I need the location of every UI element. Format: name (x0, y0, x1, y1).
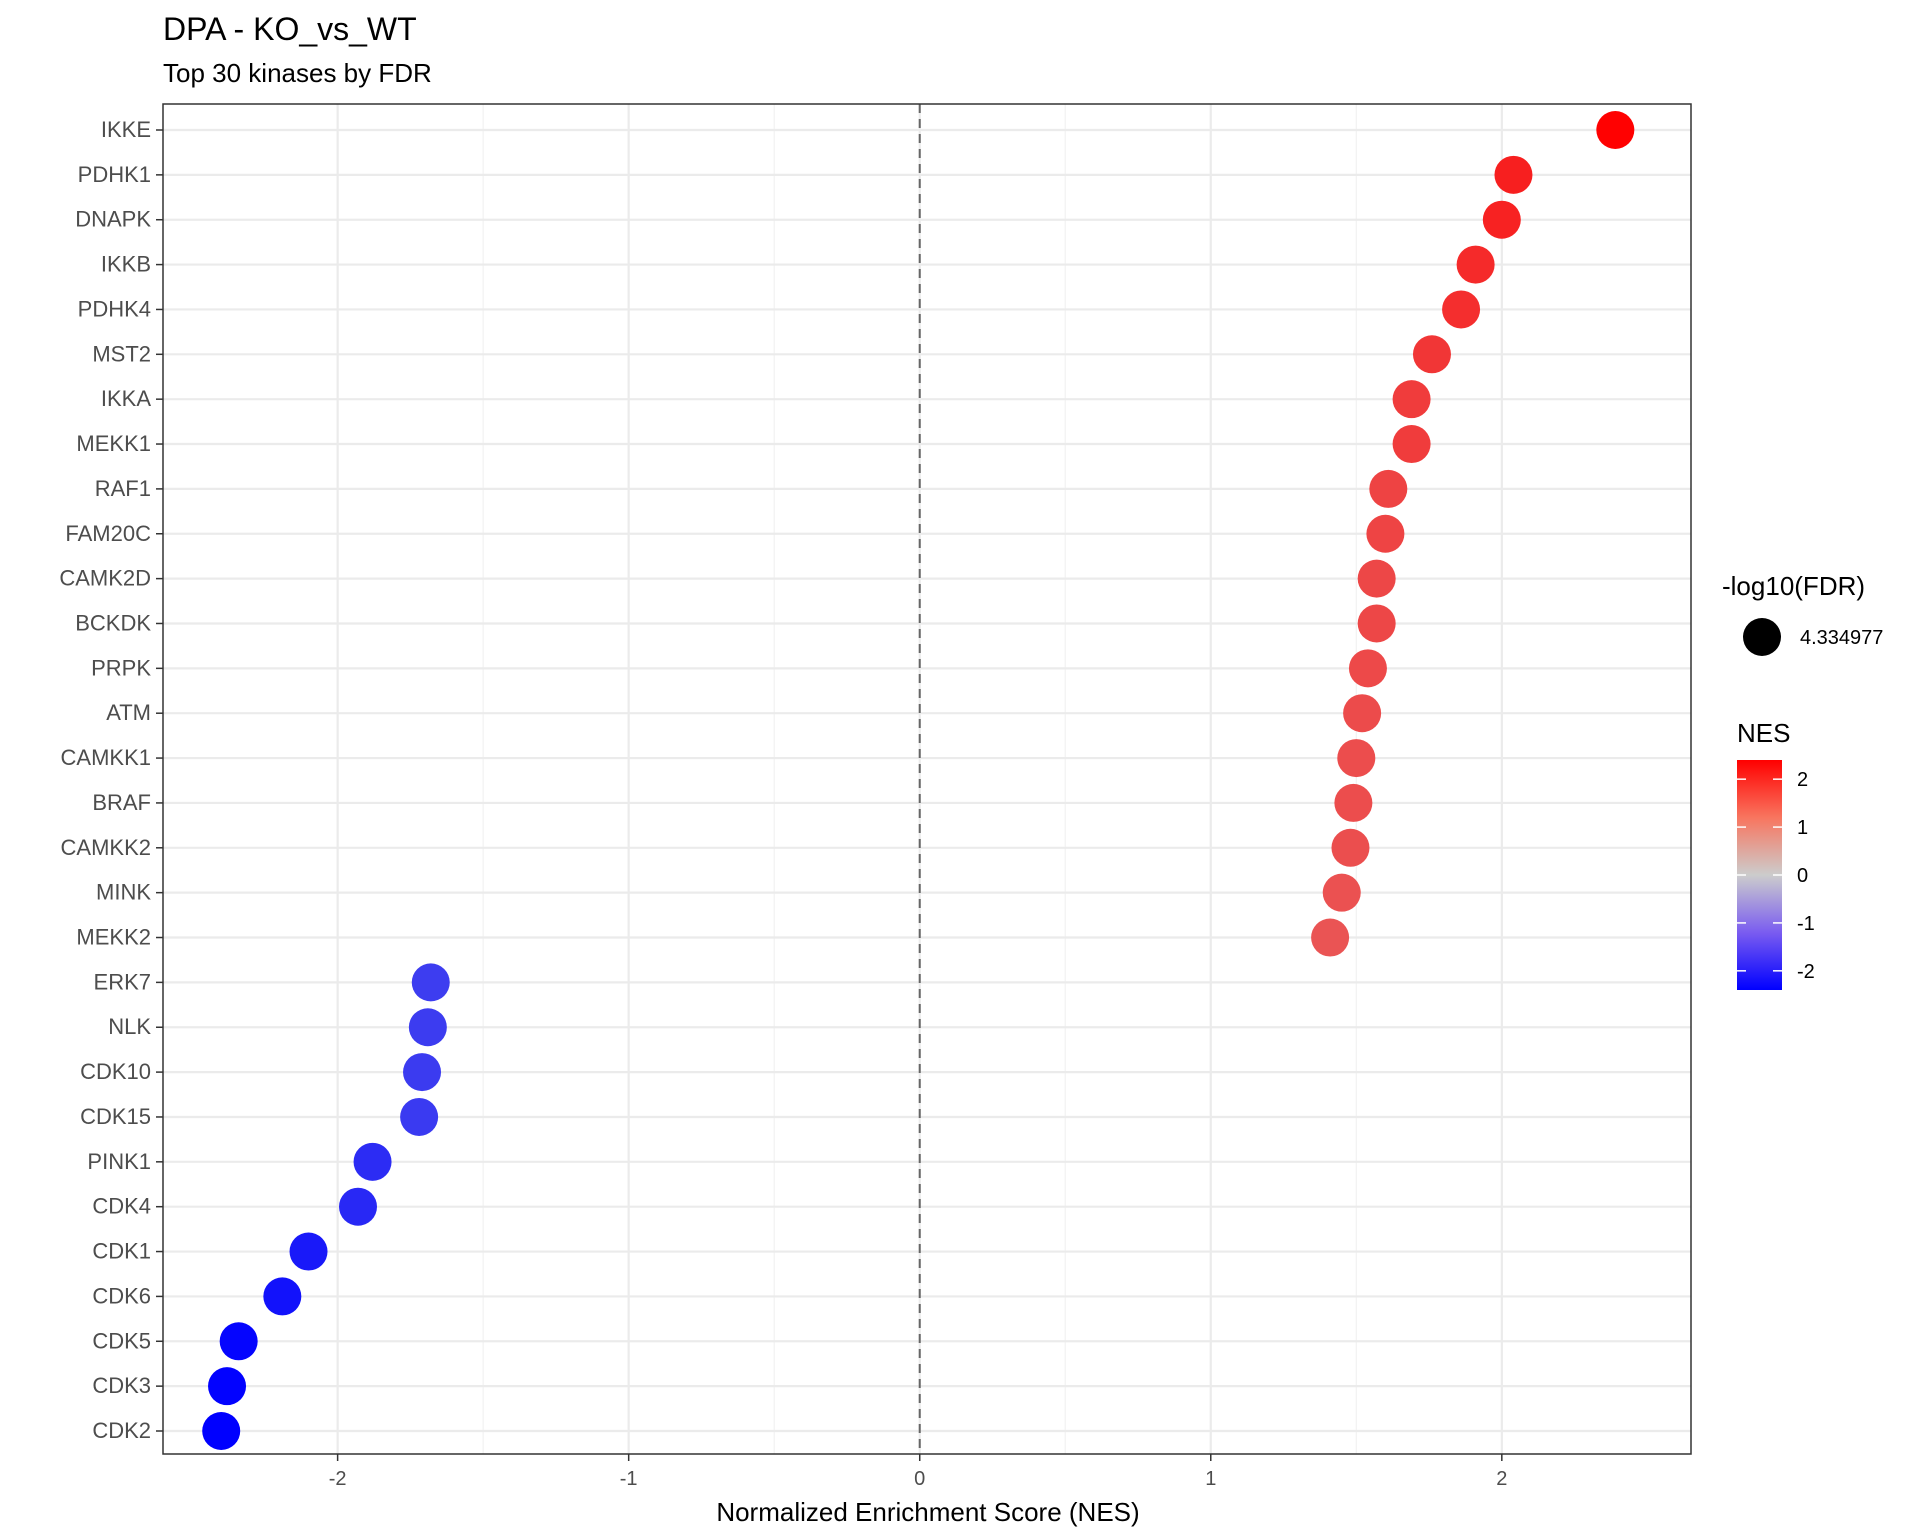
data-point-atm (1343, 694, 1382, 733)
grid-major (163, 104, 1691, 1454)
y-tick-label: CDK3 (92, 1373, 151, 1398)
y-tick-label: ATM (106, 700, 151, 725)
size-legend-label: 4.334977 (1800, 627, 1883, 649)
data-point-erk7 (411, 963, 450, 1002)
data-point-mekk2 (1311, 918, 1350, 957)
data-point-bckdk (1357, 604, 1396, 643)
data-point-ikke (1596, 111, 1635, 149)
data-point-mink (1322, 873, 1361, 912)
data-point-cdk3 (208, 1367, 247, 1406)
y-axis: IKKE PDHK1 DNAPK IKKB PDHK4 MST2 IKKA MEKK1 RAF1… (59, 117, 163, 1443)
color-tick-label: -2 (1797, 961, 1815, 983)
color-tick-label: -1 (1797, 913, 1815, 935)
y-tick-label: ERK7 (94, 969, 151, 994)
x-axis: -2 -1 0 1 2 (329, 1454, 1507, 1490)
data-point-mekk1 (1392, 425, 1431, 464)
size-legend-title: -log10(FDR) (1722, 571, 1865, 601)
y-tick-label: MST2 (92, 341, 151, 366)
y-tick-label: DNAPK (75, 207, 151, 232)
data-point-cdk4 (339, 1187, 378, 1226)
color-legend-title: NES (1737, 718, 1790, 748)
color-tick-label: 0 (1797, 865, 1808, 887)
data-point-camk2d (1357, 559, 1396, 598)
y-tick-label: PDHK4 (78, 296, 151, 321)
data-point-cdk5 (219, 1322, 258, 1361)
data-point-camkk1 (1337, 739, 1376, 778)
data-point-dnapk (1482, 200, 1521, 239)
data-point-raf1 (1369, 469, 1408, 508)
color-legend-ticks: 2 1 0 -1 -2 (1737, 769, 1815, 983)
y-tick-label: IKKE (101, 117, 151, 142)
y-tick-label: CAMKK1 (61, 745, 151, 770)
data-point-prpk (1348, 649, 1387, 688)
data-point-cdk15 (400, 1097, 439, 1136)
x-tick-label: -2 (329, 1468, 347, 1490)
y-tick-label: CDK1 (92, 1239, 151, 1264)
x-tick-label: 1 (1205, 1468, 1216, 1490)
y-tick-label: RAF1 (95, 476, 151, 501)
data-point-ikka (1392, 380, 1431, 419)
data-point-ikkb (1456, 245, 1495, 284)
x-tick-label: 2 (1496, 1468, 1507, 1490)
color-tick-label: 1 (1797, 817, 1808, 839)
y-tick-label: MEKK1 (76, 431, 151, 456)
y-tick-label: CDK5 (92, 1328, 151, 1353)
y-tick-label: CDK6 (92, 1283, 151, 1308)
data-point-camkk2 (1331, 828, 1370, 867)
y-tick-label: MEKK2 (76, 925, 151, 950)
y-tick-label: CDK2 (92, 1418, 151, 1443)
y-tick-label: CAMK2D (59, 566, 151, 591)
y-tick-label: FAM20C (65, 521, 151, 546)
data-point-pdhk1 (1494, 155, 1533, 194)
data-point-cdk6 (263, 1277, 302, 1316)
legend: -log10(FDR) 4.334977 NES 2 1 0 -1 -2 (1722, 571, 1883, 990)
chart-title: DPA - KO_vs_WT (163, 11, 417, 47)
y-tick-label: CDK4 (92, 1194, 151, 1219)
x-tick-label: -1 (620, 1468, 638, 1490)
y-tick-label: NLK (108, 1014, 151, 1039)
data-point-pdhk4 (1442, 290, 1481, 329)
color-tick-label: 2 (1797, 769, 1808, 791)
data-point-cdk10 (403, 1053, 442, 1092)
data-point-braf (1334, 783, 1373, 822)
x-tick-label: 0 (914, 1468, 925, 1490)
size-legend-key (1743, 618, 1781, 656)
data-points (202, 111, 1635, 1450)
chart-subtitle: Top 30 kinases by FDR (163, 58, 432, 88)
y-tick-label: IKKA (101, 386, 151, 411)
data-point-mst2 (1412, 335, 1451, 374)
plot-panel-border (162, 103, 1692, 1455)
y-tick-label: IKKB (101, 252, 151, 277)
y-tick-label: MINK (96, 880, 151, 905)
y-tick-label: PINK1 (87, 1149, 151, 1174)
data-point-nlk (408, 1008, 447, 1047)
data-point-fam20c (1366, 514, 1405, 553)
y-tick-label: CAMKK2 (61, 835, 151, 860)
y-tick-label: BCKDK (75, 610, 151, 635)
data-point-pink1 (353, 1142, 392, 1181)
grid-minor (482, 104, 1357, 1454)
y-tick-label: CDK15 (80, 1104, 151, 1129)
y-tick-label: CDK10 (80, 1059, 151, 1084)
data-point-cdk2 (202, 1412, 241, 1450)
y-tick-label: PRPK (91, 655, 151, 680)
x-axis-title: Normalized Enrichment Score (NES) (716, 1497, 1139, 1527)
y-tick-label: PDHK1 (78, 162, 151, 187)
data-point-cdk1 (289, 1232, 328, 1271)
y-tick-label: BRAF (92, 790, 151, 815)
